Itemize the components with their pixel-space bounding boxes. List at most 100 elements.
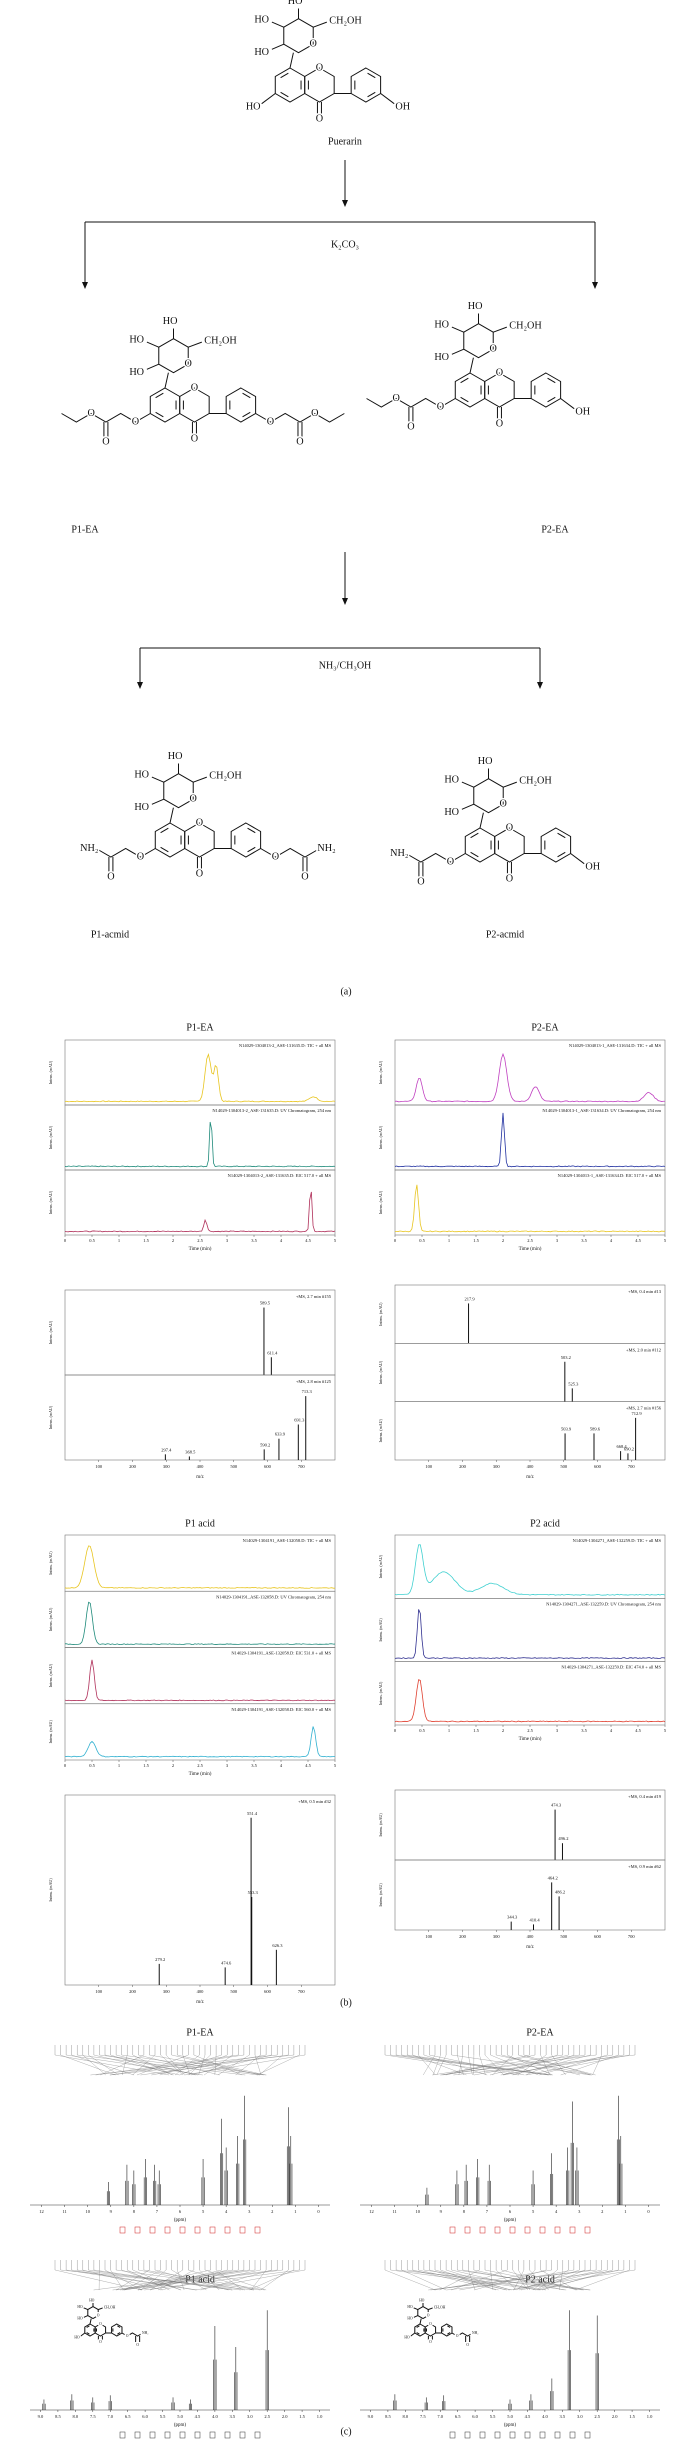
atom-label: HO — [478, 756, 493, 767]
assignment-line — [120, 2269, 256, 2291]
y-axis-label: Intens. (mAU) — [48, 1190, 53, 1214]
integral — [179, 2226, 186, 2234]
label: (b) — [340, 1997, 352, 2008]
assignment-line — [440, 2269, 497, 2291]
x-tick-label: 0 — [647, 2209, 650, 2214]
x-tick-label: 7.0 — [107, 2414, 113, 2419]
atom-label: O — [310, 39, 317, 50]
x-tick-label: 300 — [163, 1464, 171, 1469]
assignment-line — [390, 2269, 541, 2291]
x-tick-label: 10 — [415, 2209, 420, 2214]
arrow-head — [592, 282, 598, 289]
integral — [449, 2431, 456, 2439]
atom-label: O — [417, 876, 424, 887]
assignment-line — [150, 2269, 228, 2291]
arrow-head — [137, 682, 143, 689]
x-tick-label: 200 — [129, 1989, 137, 1994]
x-tick-label: 2.5 — [197, 1763, 203, 1768]
x-tick-label: 400 — [527, 1934, 535, 1939]
arrow-head — [537, 682, 543, 689]
integral — [119, 2226, 126, 2234]
y-axis-label: Intens. (mAU) — [378, 1554, 383, 1578]
bond — [428, 2307, 434, 2311]
bond — [289, 52, 294, 69]
bond — [416, 2325, 420, 2328]
x-tick-label: 3 — [556, 1238, 559, 1243]
atom-label: CH₂OH — [329, 16, 362, 27]
assignment-line — [235, 2054, 261, 2076]
assignment-line — [127, 2269, 170, 2291]
subplot-frame — [64, 1590, 336, 1648]
assignment-line — [203, 2054, 233, 2076]
spectrum-label: +MS, 0.5 min #32 — [298, 1799, 331, 1805]
bond — [451, 348, 464, 355]
peak-label: 589.6 — [590, 1426, 601, 1431]
assignment-line — [216, 2269, 243, 2291]
ring — [484, 372, 515, 408]
x-tick-label: 500 — [560, 1464, 568, 1469]
bond — [86, 2325, 90, 2328]
integral — [209, 2226, 216, 2234]
x-axis-label: Time (min) — [189, 1772, 212, 1777]
atom-label: O — [496, 367, 503, 378]
assignment-line — [473, 2269, 565, 2291]
bond — [261, 93, 276, 105]
x-tick-label: 9.0 — [368, 2414, 374, 2419]
integral — [464, 2431, 471, 2439]
assignment-line — [458, 2054, 463, 2076]
x-tick-label: 6.5 — [125, 2414, 131, 2419]
bond — [547, 377, 556, 384]
subplot-frame — [394, 1284, 666, 1344]
x-tick-label: 2.0 — [282, 2414, 288, 2419]
x-tick-label: 9.0 — [38, 2414, 44, 2419]
peak-label: 611.4 — [267, 1350, 278, 1355]
atom-label: HO — [288, 0, 303, 7]
atom-label: NH₂ — [80, 843, 98, 854]
x-tick-label: 4.0 — [212, 2414, 218, 2419]
x-tick-label: 1.5 — [473, 1728, 479, 1733]
peak-label: 503.2 — [561, 1355, 571, 1360]
atom-label: O — [437, 401, 444, 412]
ring — [154, 822, 186, 858]
x-tick-label: 3 — [578, 2209, 581, 2214]
subplot-frame — [64, 1794, 336, 1986]
x-axis-label: m/z — [526, 1945, 534, 1950]
ring — [350, 67, 382, 103]
integral — [134, 2226, 141, 2234]
assignment-line — [532, 2269, 558, 2291]
x-tick-label: 8.0 — [403, 2414, 409, 2419]
x-tick-label: 400 — [197, 1989, 205, 1994]
assignment-line — [446, 2269, 624, 2291]
atom-label: HO — [89, 2298, 95, 2302]
x-tick-label: 6.0 — [472, 2414, 478, 2419]
assignment-line — [54, 2054, 170, 2076]
subplot-frame — [64, 1534, 336, 1592]
x-tick-label: 600 — [594, 1934, 602, 1939]
assignment-line — [260, 2269, 289, 2291]
x-tick-label: 1.5 — [299, 2414, 305, 2419]
atom-label: HO — [444, 807, 459, 818]
peak-label: 553.3 — [248, 1890, 259, 1895]
atom-label: HO — [407, 2305, 413, 2309]
bond — [313, 21, 327, 28]
x-tick-label: 2.5 — [527, 1238, 533, 1243]
x-axis-label: Time (min) — [189, 1247, 212, 1252]
trace-label: N14029-1304191_ASE-132058.D: TIC + all M… — [243, 1538, 332, 1543]
assignment-line — [93, 2269, 250, 2291]
spectrum-label: +MS, 0.9 min #62 — [628, 1864, 661, 1870]
bond — [79, 2332, 86, 2338]
arrow-head — [82, 282, 88, 289]
label: P2-acmid — [486, 929, 524, 940]
trace-label: N14029-1304013-2_ASE-131635.D: TIC + all… — [239, 1043, 332, 1048]
bond — [95, 847, 156, 858]
assignment-line — [445, 2054, 536, 2076]
integral — [554, 2431, 561, 2439]
x-tick-label: 600 — [264, 1464, 272, 1469]
integral — [239, 2431, 246, 2439]
y-axis-label: Intens. (mAU) — [378, 1681, 383, 1705]
ring — [441, 2323, 453, 2337]
integral — [149, 2431, 156, 2439]
bond — [367, 91, 376, 98]
assignment-line — [132, 2054, 156, 2076]
atom-label: O — [191, 382, 198, 393]
